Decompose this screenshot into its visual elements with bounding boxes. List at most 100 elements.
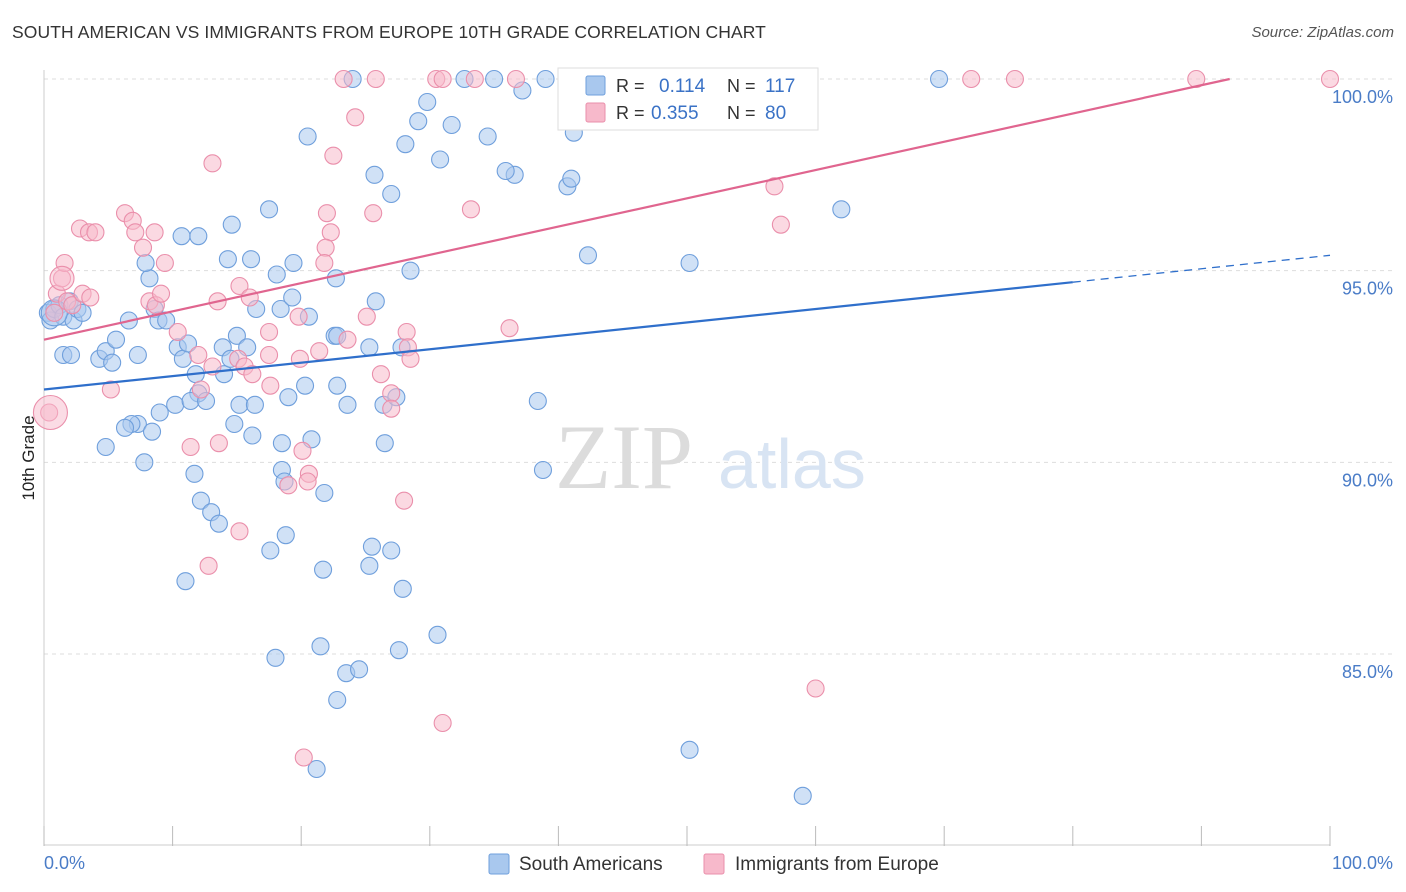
bottom-legend-label-2: Immigrants from Europe [735, 854, 939, 875]
data-point [290, 349, 309, 368]
data-point [49, 265, 75, 291]
data-point [272, 434, 291, 453]
data-point [191, 380, 210, 399]
data-point [173, 349, 192, 368]
data-point [106, 330, 126, 349]
data-point [199, 556, 218, 575]
data-point [101, 380, 120, 399]
data-point [393, 579, 412, 598]
data-point [382, 541, 401, 560]
data-point [533, 460, 553, 480]
data-point [680, 253, 699, 273]
data-point [150, 403, 169, 422]
series-legend: South Americans Immigrants from Europe [488, 853, 939, 875]
trend-line-south-americans [43, 281, 1073, 391]
data-point [506, 69, 526, 89]
legend-r-value-1: 0.114 [659, 76, 706, 97]
data-point [314, 560, 333, 579]
data-point [178, 334, 198, 353]
data-point [245, 395, 264, 414]
data-point [536, 69, 555, 89]
data-point [271, 299, 290, 319]
data-point [396, 135, 415, 154]
data-point [346, 108, 365, 127]
y-tick-label: 90.0% [1342, 470, 1393, 490]
data-point [135, 453, 154, 472]
data-point [389, 641, 408, 660]
data-point [133, 238, 153, 257]
y-tick-label: 85.0% [1342, 662, 1393, 682]
chart-title: SOUTH AMERICAN VS IMMIGRANTS FROM EUROPE… [12, 22, 766, 42]
data-point [209, 434, 228, 453]
data-point [371, 365, 390, 384]
watermark-zip: ZIP [555, 406, 693, 508]
x-tick-label-max: 100.0% [1332, 853, 1393, 873]
series-immigrants-from-europe [32, 69, 1340, 767]
data-point [103, 353, 122, 372]
data-point [63, 296, 82, 315]
data-point [478, 127, 497, 146]
watermark-atlas: atlas [718, 425, 866, 503]
data-point [806, 679, 825, 698]
data-point [382, 384, 401, 403]
legend-n-value-2: 80 [765, 103, 786, 124]
legend-r-value-2: 0.355 [651, 103, 699, 124]
data-point [259, 200, 279, 219]
data-point [296, 376, 315, 395]
data-point [145, 223, 164, 242]
source-label: Source: ZipAtlas.com [1251, 24, 1394, 41]
legend-n-value-1: 117 [765, 76, 795, 97]
data-point [32, 394, 68, 431]
data-point [315, 483, 334, 503]
data-point [279, 476, 298, 495]
data-point [261, 541, 280, 560]
data-point [225, 414, 244, 434]
data-point [261, 376, 280, 395]
data-point [298, 472, 317, 491]
data-point [528, 391, 547, 411]
data-point [431, 150, 450, 169]
data-point [962, 69, 981, 89]
legend-n-label-2: N = [727, 103, 756, 123]
data-point [382, 184, 401, 204]
data-point [294, 748, 313, 767]
data-point [315, 253, 334, 273]
data-point [243, 365, 262, 384]
data-point [338, 395, 357, 414]
data-point [227, 326, 246, 345]
trend-line-south-americans-projection [1072, 254, 1331, 283]
legend-swatch-pink [585, 102, 606, 123]
data-point [166, 395, 185, 414]
data-point [461, 200, 481, 219]
data-point [321, 223, 340, 242]
legend-r-label-1: R = [616, 76, 645, 96]
data-point [364, 204, 383, 223]
data-point [151, 284, 171, 303]
data-point [218, 250, 237, 269]
data-point [366, 292, 385, 311]
data-point [128, 345, 147, 365]
data-point [1005, 69, 1024, 89]
data-point [176, 572, 195, 591]
data-point [298, 127, 317, 146]
data-point [765, 177, 784, 196]
data-point [284, 253, 303, 273]
data-point [382, 399, 401, 418]
data-point [442, 115, 461, 135]
data-point [375, 434, 394, 453]
data-point [185, 464, 204, 483]
data-point [142, 422, 162, 441]
data-point [172, 227, 191, 246]
data-point [433, 69, 452, 89]
data-point [115, 418, 135, 437]
data-point [395, 491, 414, 510]
data-point [465, 69, 484, 89]
data-point [168, 322, 187, 342]
data-point [191, 491, 210, 510]
data-point [230, 276, 249, 296]
data-point [86, 223, 105, 242]
data-point [428, 625, 447, 644]
data-point [61, 345, 81, 365]
data-point [45, 303, 64, 322]
data-point [793, 786, 812, 805]
